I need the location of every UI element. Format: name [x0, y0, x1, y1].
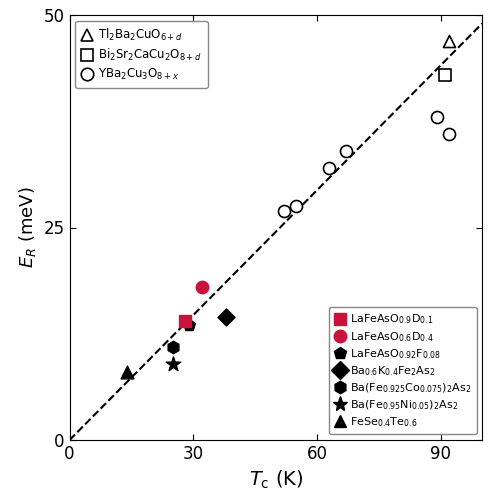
Point	[441, 70, 449, 78]
Point	[181, 317, 189, 325]
X-axis label: $\mathit{T}_{\mathrm{c}}$ (K): $\mathit{T}_{\mathrm{c}}$ (K)	[248, 468, 303, 490]
Point	[169, 342, 177, 350]
Point	[280, 206, 288, 214]
Point	[198, 283, 206, 291]
Point	[293, 202, 301, 210]
Point	[169, 360, 177, 368]
Legend: LaFeAsO$_{0.9}$D$_{0.1}$, LaFeAsO$_{0.6}$D$_{0.4}$, LaFeAsO$_{0.92}$F$_{0.08}$, : LaFeAsO$_{0.9}$D$_{0.1}$, LaFeAsO$_{0.6}…	[329, 307, 477, 434]
Point	[326, 164, 333, 172]
Point	[433, 113, 441, 121]
Point	[222, 313, 230, 321]
Point	[342, 147, 350, 155]
Y-axis label: $E_{R}$ (meV): $E_{R}$ (meV)	[17, 186, 38, 268]
Point	[445, 36, 453, 44]
Point	[185, 321, 193, 329]
Point	[445, 130, 453, 138]
Point	[123, 368, 131, 376]
